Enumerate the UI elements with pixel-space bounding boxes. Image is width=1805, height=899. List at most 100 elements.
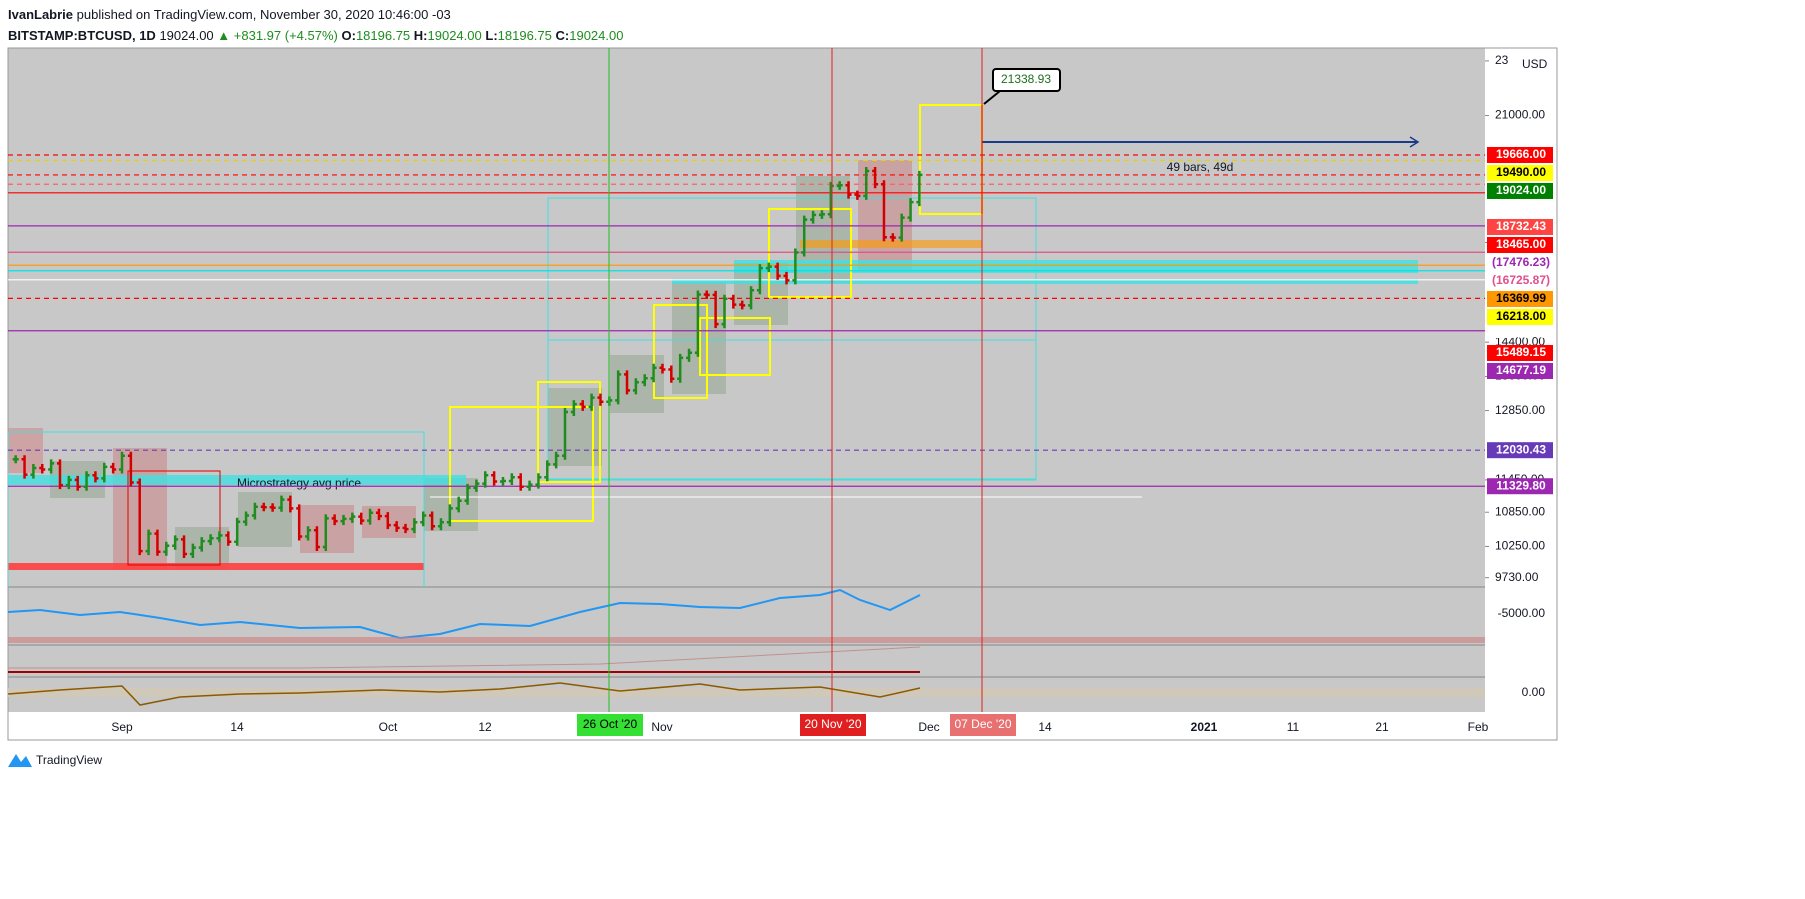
- price-bar: [420, 511, 427, 527]
- price-bar: [499, 476, 506, 486]
- header: IvanLabrie published on TradingView.com,…: [8, 4, 623, 46]
- price-bar: [74, 475, 81, 491]
- price-bar: [234, 517, 241, 546]
- price-bar: [56, 459, 63, 490]
- indicator-band: [8, 688, 1485, 697]
- level-label-bg: [1487, 344, 1553, 361]
- level-label: 18465.00: [1496, 237, 1546, 251]
- h-label: H:: [413, 28, 428, 43]
- price-bar: [322, 514, 329, 551]
- box-outline: [127, 470, 221, 566]
- open: 18196.75: [355, 28, 411, 43]
- x-tick-label: 14: [230, 720, 244, 734]
- price-bar: [482, 471, 489, 488]
- level-label: (18732.43): [1492, 201, 1550, 215]
- low: 18196.75: [497, 28, 552, 43]
- price-bar: [632, 378, 639, 395]
- price-bar: [30, 463, 37, 479]
- box-outline: [449, 406, 594, 522]
- price-bar: [393, 521, 400, 532]
- price-bar: [305, 526, 312, 541]
- price-bar: [269, 503, 276, 512]
- price-bar: [225, 531, 232, 546]
- level-label: 14677.19: [1496, 363, 1546, 377]
- price-bar: [508, 473, 515, 485]
- price-bar: [641, 374, 648, 387]
- level-label-bg: [1487, 442, 1553, 459]
- y-tick-label: 12850.00: [1495, 403, 1545, 417]
- level-label-bg: [1487, 164, 1553, 181]
- price-bar: [349, 512, 356, 523]
- level-label: 11329.80: [1496, 478, 1546, 492]
- band: [672, 279, 1418, 284]
- price-bar: [83, 471, 90, 491]
- level-label: (15975.49): [1492, 327, 1550, 341]
- box-outline: [547, 197, 1037, 480]
- box-outline: [653, 304, 708, 399]
- level-label: 18732.43: [1496, 219, 1546, 233]
- indicator-line: [7, 588, 921, 640]
- date-marker-bg: [950, 714, 1016, 736]
- symbol: BITSTAMP:BTCUSD, 1D: [8, 28, 156, 43]
- price-bar: [145, 529, 152, 556]
- annotation: 21338.93: [1001, 72, 1051, 86]
- date-marker: 26 Oct '20: [583, 717, 638, 731]
- price-bar: [703, 290, 710, 299]
- price-bar: [677, 353, 684, 383]
- price-bar: [615, 370, 622, 405]
- price-bar: [588, 393, 595, 411]
- price-bar: [783, 271, 790, 285]
- date-marker: 07 Dec '20: [955, 717, 1012, 731]
- price-bar: [650, 363, 657, 383]
- author: IvanLabrie: [8, 7, 74, 22]
- price-bar: [48, 459, 55, 474]
- logo: TradingView: [8, 753, 102, 767]
- arrow-head: [1409, 136, 1420, 148]
- price-bar: [464, 483, 471, 505]
- price-bar: [331, 514, 338, 526]
- price-bar: [748, 286, 755, 310]
- level-label: (16725.87): [1492, 273, 1550, 287]
- level-label: (17476.23): [1492, 255, 1550, 269]
- price-bar: [686, 348, 693, 362]
- price-bar: [721, 294, 728, 329]
- date-marker-bg: [577, 714, 643, 736]
- price-bar: [730, 294, 737, 309]
- price-bar: [907, 198, 914, 222]
- price-bar: [517, 473, 524, 491]
- y-tick-label: 10850.00: [1495, 504, 1545, 518]
- price-bar: [455, 496, 462, 513]
- brand: TradingView: [36, 753, 102, 767]
- y-tick-label: 14400.00: [1495, 334, 1545, 348]
- price-bar: [836, 181, 843, 190]
- price-bar: [154, 529, 161, 556]
- price-bar: [136, 478, 143, 556]
- level-label-bg: [1487, 478, 1553, 495]
- price-bar: [39, 463, 46, 474]
- band: [8, 475, 466, 485]
- c-label: C:: [555, 28, 570, 43]
- price-bar: [163, 541, 170, 556]
- price-bar: [127, 451, 134, 487]
- price-bar: [110, 462, 117, 474]
- indicator-line: [8, 646, 921, 669]
- pane-bg: [8, 48, 1485, 712]
- price-bar: [880, 180, 887, 242]
- price-bar: [774, 262, 781, 280]
- osc-tick: 0.00: [1522, 685, 1546, 699]
- band: [800, 240, 982, 248]
- price-bar: [712, 290, 719, 329]
- y-tick-label: 9730.00: [1495, 570, 1539, 584]
- callout: [992, 68, 1061, 92]
- time-axis-bg: [8, 712, 1485, 740]
- level-label: 19024.00: [1496, 183, 1546, 197]
- box-outline: [537, 381, 601, 483]
- x-tick-label: Dec: [918, 720, 939, 734]
- currency: USD: [1522, 57, 1548, 71]
- price-bar: [402, 523, 409, 534]
- price-bar: [367, 508, 374, 525]
- x-tick-label: 2021: [1191, 720, 1218, 734]
- price-bar: [553, 451, 560, 469]
- price-bar: [668, 365, 675, 383]
